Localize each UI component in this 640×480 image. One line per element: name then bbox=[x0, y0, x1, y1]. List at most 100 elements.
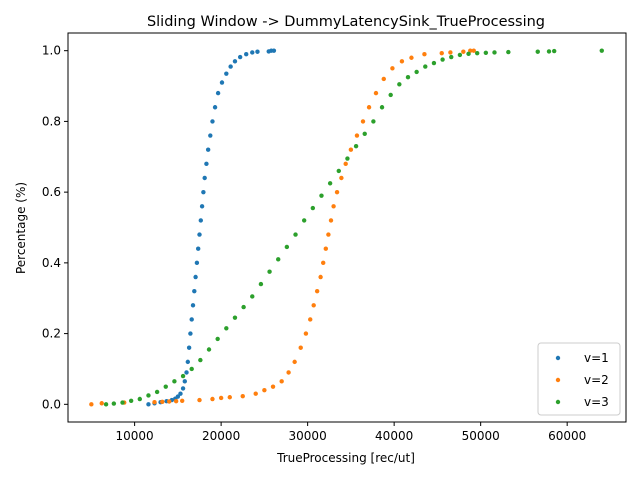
data-point bbox=[218, 395, 224, 401]
data-point bbox=[354, 133, 360, 138]
data-point bbox=[318, 274, 323, 280]
data-point bbox=[466, 51, 471, 57]
data-point bbox=[196, 246, 201, 251]
x-axis-label: TrueProcessing [rec/ut] bbox=[276, 451, 415, 465]
data-point bbox=[253, 391, 258, 396]
y-tick-label: 0.0 bbox=[42, 397, 61, 411]
data-point bbox=[190, 303, 196, 308]
data-point bbox=[250, 50, 255, 55]
data-point bbox=[336, 168, 341, 174]
data-point bbox=[163, 384, 168, 389]
legend: v=1 v=2 v=3 bbox=[537, 342, 621, 416]
data-point bbox=[328, 218, 334, 223]
y-tick-label: 0.4 bbox=[42, 256, 61, 270]
data-point bbox=[362, 131, 367, 136]
data-point bbox=[255, 49, 260, 54]
data-point bbox=[227, 395, 232, 400]
data-point bbox=[397, 82, 402, 87]
series-v=3 bbox=[103, 48, 604, 407]
data-point bbox=[390, 66, 395, 71]
data-point bbox=[173, 398, 179, 404]
data-point bbox=[188, 331, 193, 336]
data-point bbox=[205, 147, 211, 152]
data-point bbox=[483, 50, 489, 55]
data-point bbox=[303, 331, 309, 336]
data-point bbox=[197, 232, 202, 237]
legend-marker bbox=[555, 377, 561, 383]
data-point bbox=[270, 384, 276, 389]
data-point bbox=[137, 396, 142, 402]
x-tick-label: 30000 bbox=[289, 429, 327, 443]
x-tick-label: 40000 bbox=[375, 429, 413, 443]
data-point bbox=[379, 105, 385, 110]
data-point bbox=[371, 119, 376, 124]
data-point bbox=[348, 147, 354, 152]
y-axis-label: Percentage (%) bbox=[14, 182, 28, 274]
x-axis: 10000 20000 30000 40000 50000 60000 bbox=[116, 422, 586, 443]
data-point bbox=[448, 50, 453, 55]
data-point bbox=[373, 90, 379, 96]
data-point bbox=[202, 175, 207, 181]
data-point bbox=[334, 189, 340, 195]
data-point bbox=[178, 391, 183, 396]
data-point bbox=[212, 105, 218, 110]
data-point bbox=[279, 379, 284, 384]
legend-marker bbox=[555, 399, 561, 405]
plot-area bbox=[68, 33, 626, 422]
data-point bbox=[599, 48, 604, 53]
data-point bbox=[152, 400, 157, 405]
data-point bbox=[323, 246, 328, 251]
data-point bbox=[198, 357, 203, 363]
data-point bbox=[423, 64, 428, 69]
data-point bbox=[327, 181, 333, 186]
data-point bbox=[267, 269, 272, 274]
data-point bbox=[167, 399, 172, 404]
data-point bbox=[250, 294, 255, 299]
data-point bbox=[422, 52, 427, 57]
data-point bbox=[319, 193, 324, 198]
data-point bbox=[160, 399, 165, 405]
data-point bbox=[345, 156, 350, 161]
data-point bbox=[219, 80, 225, 85]
data-point bbox=[414, 69, 419, 75]
data-point bbox=[193, 274, 198, 280]
data-point bbox=[210, 396, 215, 402]
data-point bbox=[286, 370, 291, 375]
data-point bbox=[271, 48, 277, 53]
data-point bbox=[215, 90, 221, 96]
plot-frame bbox=[67, 32, 627, 423]
data-point bbox=[439, 50, 444, 56]
data-point bbox=[146, 393, 151, 398]
data-point bbox=[201, 189, 206, 195]
y-axis: 0.0 0.2 0.4 0.6 0.8 1.0 bbox=[42, 44, 68, 411]
x-tick-label: 20000 bbox=[202, 429, 240, 443]
legend-label: v=1 bbox=[584, 351, 609, 365]
data-point bbox=[199, 204, 205, 209]
data-point bbox=[180, 386, 186, 391]
points-layer bbox=[89, 48, 604, 407]
data-point bbox=[405, 75, 411, 80]
data-point bbox=[492, 50, 497, 55]
data-point bbox=[461, 49, 466, 54]
data-point bbox=[232, 59, 238, 64]
data-point bbox=[103, 402, 109, 407]
data-point bbox=[366, 105, 372, 110]
legend-marker bbox=[555, 355, 561, 361]
data-point bbox=[204, 161, 209, 167]
data-point bbox=[215, 336, 220, 342]
data-point bbox=[399, 59, 405, 64]
data-point bbox=[475, 50, 480, 56]
data-point bbox=[241, 304, 246, 310]
data-point bbox=[449, 54, 454, 60]
data-point bbox=[552, 48, 557, 54]
x-tick-label: 50000 bbox=[462, 429, 500, 443]
data-point bbox=[506, 49, 511, 55]
data-point bbox=[343, 161, 348, 167]
data-point bbox=[546, 49, 552, 54]
data-point bbox=[210, 119, 215, 124]
data-point bbox=[89, 402, 94, 407]
data-point bbox=[276, 257, 281, 262]
data-point bbox=[308, 317, 313, 322]
data-point bbox=[284, 244, 290, 250]
data-point bbox=[471, 48, 476, 53]
